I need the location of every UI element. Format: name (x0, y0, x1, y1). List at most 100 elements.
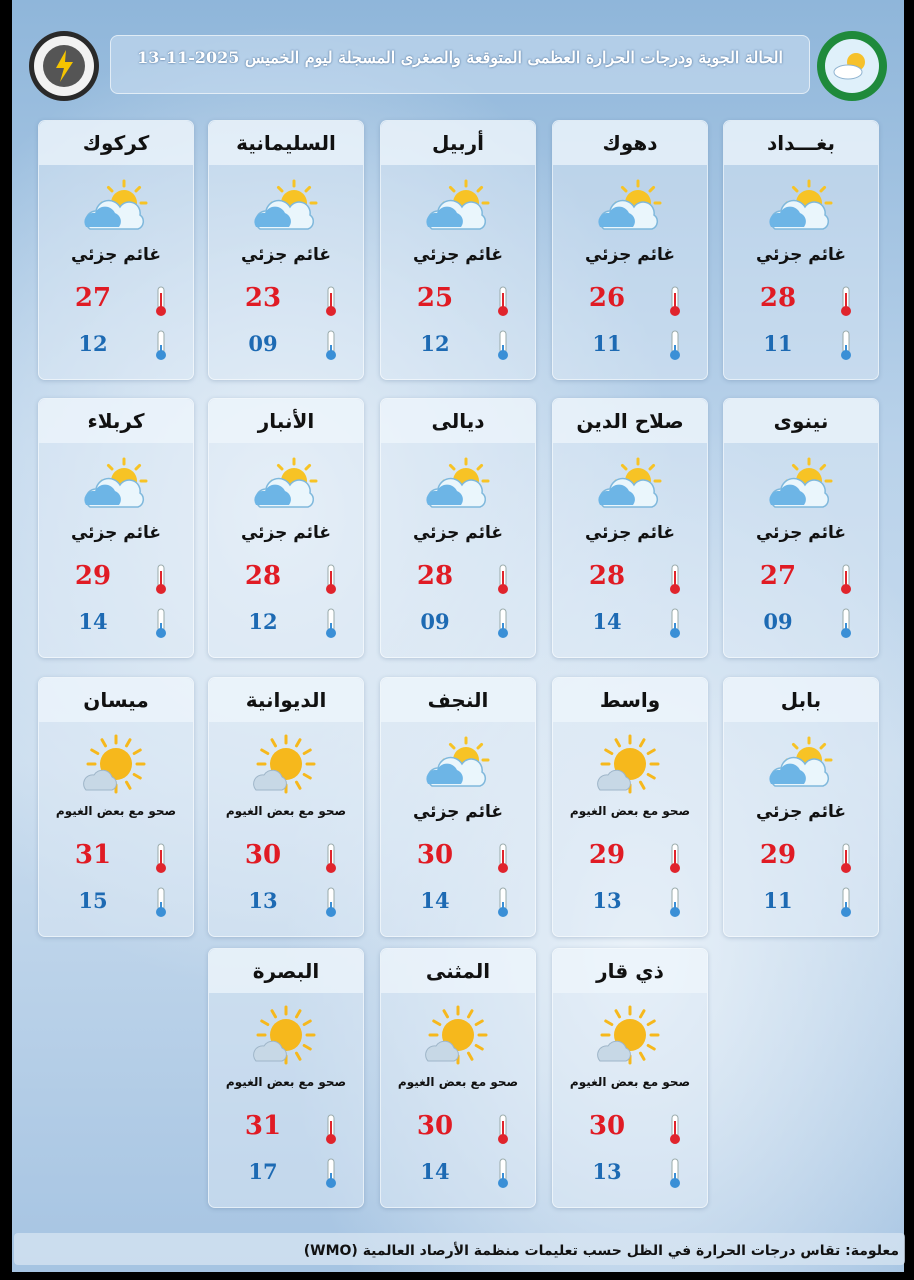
weather-icon (598, 179, 662, 230)
thermometer-icon (156, 887, 166, 917)
city-name: دهوك (553, 121, 707, 165)
thermometer-icon (670, 843, 680, 873)
condition: صحو مع بعض الغيوم (225, 1075, 347, 1089)
city-name: نينوى (724, 399, 878, 443)
city-card: صلاح الدين غائم جزئي 28 14 (552, 398, 708, 658)
max-temp: 30 (588, 1111, 626, 1141)
max-temp: 30 (416, 1111, 454, 1141)
thermometer-icon (498, 330, 508, 360)
thermometer-icon (326, 1158, 336, 1188)
thermometer-icon (326, 608, 336, 638)
min-temp: 15 (78, 888, 108, 913)
min-temp: 13 (592, 1159, 622, 1184)
condition: غائم جزئي (584, 245, 676, 265)
city-card: كربلاء غائم جزئي 29 14 (38, 398, 194, 658)
thermometer-icon (498, 286, 508, 316)
condition: غائم جزئي (412, 523, 504, 543)
city-card: بابل غائم جزئي 29 11 (723, 677, 879, 937)
city-card: نينوى غائم جزئي 27 09 (723, 398, 879, 658)
footer-note: معلومة: تقاس درجات الحرارة في الظل حسب ت… (303, 1243, 899, 1259)
city-name: بابل (724, 678, 878, 722)
weather-icon (426, 736, 490, 787)
city-card: البصرة صحو مع بعض الغيوم 31 17 (208, 948, 364, 1208)
thermometer-icon (326, 330, 336, 360)
thermometer-icon (670, 1114, 680, 1144)
logo-left (29, 31, 99, 101)
city-card: بغـــداد غائم جزئي 28 11 (723, 120, 879, 380)
city-name: واسط (553, 678, 707, 722)
max-temp: 29 (588, 840, 626, 870)
city-card: ميسان صحو مع بعض الغيوم 31 15 (38, 677, 194, 937)
city-name: كركوك (39, 121, 193, 165)
city-card: السليمانية غائم جزئي 23 09 (208, 120, 364, 380)
max-temp: 31 (74, 840, 112, 870)
footer: معلومة: تقاس درجات الحرارة في الظل حسب ت… (14, 1233, 905, 1265)
condition: غائم جزئي (755, 245, 847, 265)
weather-icon (426, 457, 490, 508)
weather-icon (84, 457, 148, 508)
weather-icon (253, 1005, 316, 1065)
city-name: ميسان (39, 678, 193, 722)
logo-right (817, 31, 887, 101)
min-temp: 17 (248, 1159, 278, 1184)
city-card: الأنبار غائم جزئي 28 12 (208, 398, 364, 658)
weather-icon (597, 1005, 660, 1065)
thermometer-icon (670, 286, 680, 316)
city-card: واسط صحو مع بعض الغيوم 29 13 (552, 677, 708, 937)
city-card: النجف غائم جزئي 30 14 (380, 677, 536, 937)
thermometer-icon (670, 887, 680, 917)
max-temp: 29 (74, 561, 112, 591)
thermometer-icon (670, 564, 680, 594)
thermometer-icon (670, 608, 680, 638)
thermometer-icon (841, 330, 851, 360)
city-name: البصرة (209, 949, 363, 993)
thermometer-icon (498, 1158, 508, 1188)
thermometer-icon (156, 843, 166, 873)
condition: غائم جزئي (755, 523, 847, 543)
city-name: ذي قار (553, 949, 707, 993)
condition: غائم جزئي (240, 523, 332, 543)
city-card: المثنى صحو مع بعض الغيوم 30 14 (380, 948, 536, 1208)
min-temp: 13 (248, 888, 278, 913)
max-temp: 27 (759, 561, 797, 591)
city-card: كركوك غائم جزئي 27 12 (38, 120, 194, 380)
min-temp: 12 (78, 331, 108, 356)
thermometer-icon (841, 887, 851, 917)
thermometer-icon (326, 843, 336, 873)
condition: صحو مع بعض الغيوم (569, 1075, 691, 1089)
weather-icon (769, 736, 833, 787)
weather-icon (254, 179, 318, 230)
condition: غائم جزئي (70, 523, 162, 543)
thermometer-icon (156, 330, 166, 360)
city-name: الأنبار (209, 399, 363, 443)
min-temp: 14 (420, 888, 450, 913)
thermometer-icon (326, 1114, 336, 1144)
thermometer-icon (841, 608, 851, 638)
city-name: بغـــداد (724, 121, 878, 165)
header-title: الحالة الجوية ودرجات الحرارة العظمى المت… (137, 48, 783, 67)
city-card: ديالى غائم جزئي 28 09 (380, 398, 536, 658)
max-temp: 26 (588, 283, 626, 313)
city-name: ديالى (381, 399, 535, 443)
weather-icon (253, 734, 316, 794)
city-card: دهوك غائم جزئي 26 11 (552, 120, 708, 380)
thermometer-icon (841, 286, 851, 316)
weather-icon (84, 179, 148, 230)
condition: صحو مع بعض الغيوم (569, 804, 691, 818)
min-temp: 13 (592, 888, 622, 913)
condition: غائم جزئي (584, 523, 676, 543)
thermometer-icon (326, 887, 336, 917)
weather-icon (769, 179, 833, 230)
max-temp: 28 (244, 561, 282, 591)
max-temp: 28 (759, 283, 797, 313)
thermometer-icon (498, 843, 508, 873)
min-temp: 09 (763, 609, 793, 634)
max-temp: 29 (759, 840, 797, 870)
thermometer-icon (841, 564, 851, 594)
max-temp: 28 (416, 561, 454, 591)
weather-icon (426, 179, 490, 230)
thermometer-icon (156, 286, 166, 316)
min-temp: 09 (248, 331, 278, 356)
city-card: أربيل غائم جزئي 25 12 (380, 120, 536, 380)
weather-icon (425, 1005, 488, 1065)
